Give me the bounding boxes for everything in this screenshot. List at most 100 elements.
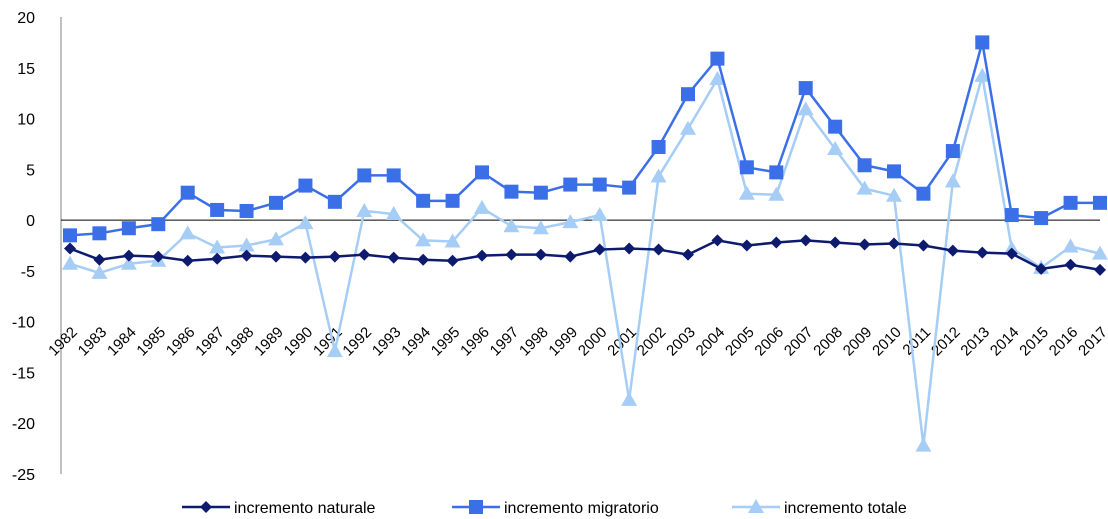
data-point-square xyxy=(710,51,725,66)
data-point-diamond xyxy=(270,250,282,263)
legend-item: incremento naturale xyxy=(182,500,376,517)
data-point-diamond xyxy=(682,248,694,261)
data-point-triangle xyxy=(209,239,226,254)
data-point-triangle xyxy=(738,185,755,200)
data-point-diamond xyxy=(358,248,371,261)
x-tick-label: 2009 xyxy=(840,324,876,360)
data-point-diamond xyxy=(888,237,900,250)
data-point-square xyxy=(327,194,342,209)
legend-item: incremento totale xyxy=(732,499,907,517)
data-point-triangle xyxy=(503,218,520,233)
data-point-triangle xyxy=(91,264,108,279)
data-point-triangle xyxy=(326,343,343,358)
legend-item: incremento migratorio xyxy=(452,500,659,517)
data-point-triangle xyxy=(474,199,490,214)
x-tick-label: 1983 xyxy=(75,324,111,360)
x-tick-label: 2000 xyxy=(575,324,611,360)
x-tick-label: 1996 xyxy=(457,324,493,360)
y-tick-label: -15 xyxy=(12,365,35,382)
data-point-triangle xyxy=(1062,238,1079,253)
x-tick-label: 1987 xyxy=(192,324,228,360)
data-point-triangle xyxy=(120,255,137,270)
series-group xyxy=(62,35,1108,452)
x-tick-label: 1985 xyxy=(133,324,169,360)
data-point-triangle xyxy=(562,214,579,229)
x-axis-tick-labels: 1982198319841985198619871988198919901991… xyxy=(45,324,1108,360)
data-point-triangle xyxy=(748,499,764,513)
legend-label: incremento naturale xyxy=(234,500,376,517)
y-tick-label: -25 xyxy=(12,467,35,484)
data-point-diamond xyxy=(417,253,430,266)
data-point-square xyxy=(445,193,460,208)
x-tick-label: 1993 xyxy=(369,324,405,360)
data-point-square xyxy=(92,226,107,241)
data-point-triangle xyxy=(650,168,667,183)
y-tick-label: 0 xyxy=(26,213,35,230)
x-tick-label: 1990 xyxy=(281,324,317,360)
data-point-square xyxy=(63,228,77,243)
data-point-square xyxy=(151,217,166,232)
data-point-diamond xyxy=(446,254,459,267)
x-tick-label: 1997 xyxy=(487,324,523,360)
data-point-square xyxy=(210,202,225,217)
data-point-diamond xyxy=(240,249,253,262)
data-point-square xyxy=(1034,211,1049,226)
x-tick-label: 2013 xyxy=(957,324,993,360)
data-point-diamond xyxy=(1094,263,1106,276)
legend: incremento naturale incremento migratorio… xyxy=(182,499,907,517)
legend-label: incremento totale xyxy=(784,500,907,517)
x-tick-label: 2011 xyxy=(899,324,934,359)
data-point-triangle xyxy=(974,67,991,82)
x-tick-label: 1995 xyxy=(428,324,464,360)
data-point-triangle xyxy=(797,101,814,116)
y-tick-label: 15 xyxy=(17,61,35,78)
data-point-square xyxy=(416,193,431,208)
x-tick-label: 1992 xyxy=(339,324,375,360)
series-incremento-totale xyxy=(62,67,1108,452)
series-incremento-migratorio xyxy=(63,35,1107,243)
x-tick-label: 2007 xyxy=(781,324,817,360)
data-point-diamond xyxy=(829,236,842,249)
x-tick-label: 2005 xyxy=(722,324,758,360)
data-point-diamond xyxy=(476,249,488,262)
x-tick-label: 1986 xyxy=(163,324,199,360)
data-point-square xyxy=(563,177,578,192)
data-point-diamond xyxy=(152,250,165,263)
x-tick-label: 2010 xyxy=(869,324,905,360)
x-tick-label: 1984 xyxy=(104,324,140,360)
data-point-diamond xyxy=(328,250,341,263)
x-tick-label: 1994 xyxy=(398,324,434,360)
data-point-square xyxy=(357,168,372,183)
data-point-square xyxy=(651,139,666,154)
data-point-diamond xyxy=(387,251,400,264)
data-point-triangle xyxy=(591,207,608,222)
data-point-triangle xyxy=(62,255,78,270)
data-point-triangle xyxy=(680,120,696,135)
data-point-square xyxy=(975,35,990,50)
x-tick-label: 2016 xyxy=(1046,324,1082,360)
data-point-square xyxy=(828,119,843,134)
data-point-square xyxy=(769,165,784,180)
x-tick-label: 2006 xyxy=(751,324,787,360)
x-tick-label: 2003 xyxy=(663,324,699,360)
data-point-diamond xyxy=(593,243,606,256)
data-point-triangle xyxy=(768,186,785,201)
data-point-triangle xyxy=(179,225,196,240)
y-tick-label: 5 xyxy=(26,162,35,179)
data-point-square xyxy=(386,168,401,183)
data-point-square xyxy=(887,164,901,179)
legend-label: incremento migratorio xyxy=(504,500,659,517)
y-tick-label: -10 xyxy=(12,315,35,332)
data-point-diamond xyxy=(917,239,930,252)
data-point-square xyxy=(1093,195,1107,210)
data-point-square xyxy=(798,81,813,96)
data-point-triangle xyxy=(356,202,373,217)
y-tick-label: 20 xyxy=(17,10,35,27)
data-point-square xyxy=(469,500,483,514)
x-tick-label: 2004 xyxy=(693,324,729,360)
series-line xyxy=(69,75,1101,446)
data-point-diamond xyxy=(976,246,989,259)
x-tick-label: 2014 xyxy=(987,324,1023,360)
data-point-square xyxy=(916,186,931,201)
data-point-triangle xyxy=(621,391,638,406)
